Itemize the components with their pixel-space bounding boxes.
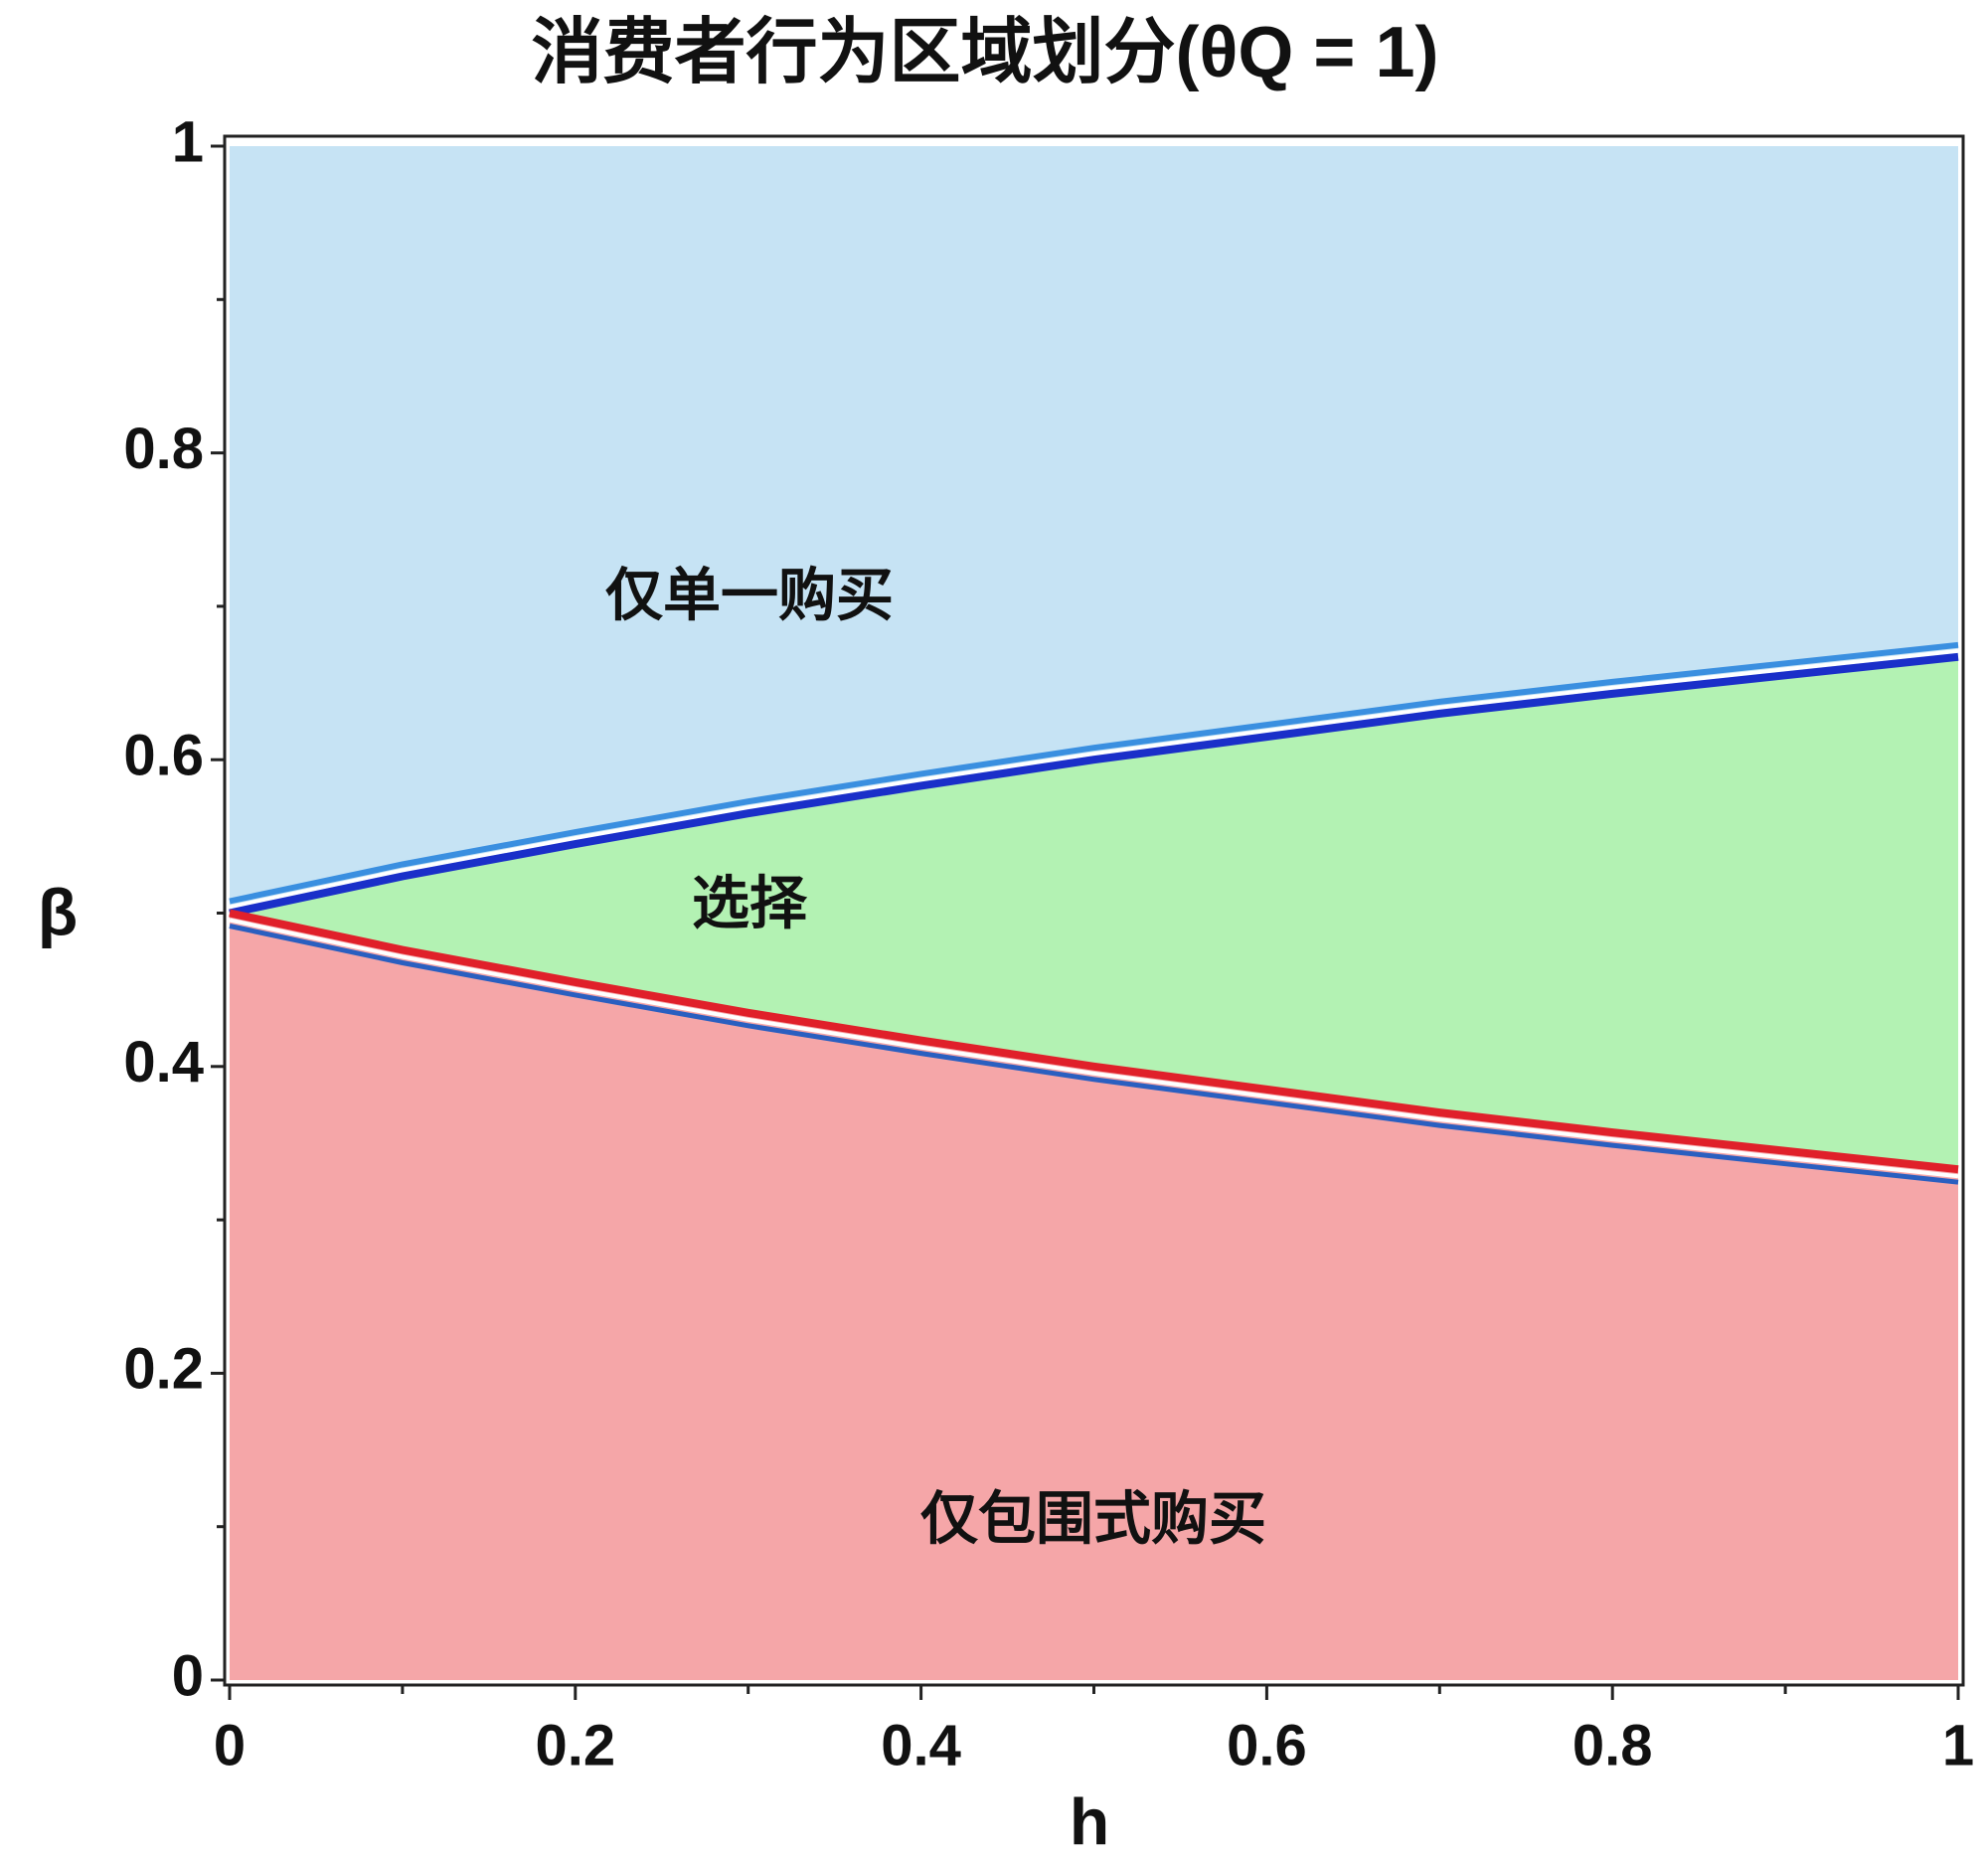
boundary-line	[229, 652, 1959, 918]
region-bottom	[230, 913, 1958, 1680]
region-label: 仅包围式购买	[920, 1486, 1266, 1551]
region-label: 选择	[692, 871, 808, 935]
x-tick-label: 0.6	[1227, 1713, 1307, 1777]
x-tick-label: 0.8	[1573, 1713, 1653, 1777]
x-tick-label: 0.4	[881, 1713, 961, 1777]
y-tick-label: 0.6	[123, 724, 204, 788]
region-middle	[230, 656, 1958, 1170]
region-top	[230, 146, 1958, 914]
y-tick-label: 0.2	[123, 1337, 204, 1402]
y-tick-label: 1	[172, 109, 204, 174]
line-highlight	[229, 918, 1959, 1179]
y-tick-label: 0.4	[123, 1030, 204, 1095]
y-tick-label: 0.8	[123, 417, 204, 481]
boundary-line	[229, 909, 1959, 1174]
region-label: 仅单一购买	[605, 563, 894, 627]
x-tick-label: 0	[214, 1713, 246, 1777]
x-axis-label: h	[1070, 1784, 1109, 1858]
x-tick-label: 0.2	[535, 1713, 615, 1777]
y-tick-label: 0	[172, 1643, 204, 1708]
y-axis-label: β	[38, 875, 78, 948]
line-highlight	[229, 641, 1959, 905]
line-highlight	[229, 924, 1959, 1185]
x-tick-label: 1	[1942, 1713, 1974, 1777]
line-highlight	[229, 648, 1959, 910]
chart-title: 消费者行为区域划分(θQ = 1)	[532, 13, 1439, 92]
